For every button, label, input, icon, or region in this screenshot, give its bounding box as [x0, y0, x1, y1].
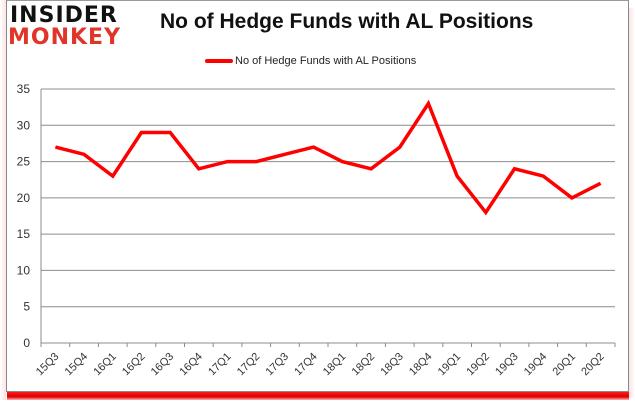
y-tick-label: 20	[17, 191, 31, 205]
x-tick-label: 19Q2	[464, 351, 492, 379]
y-tick-label: 10	[17, 263, 31, 277]
x-tick-label: 20Q2	[579, 351, 607, 379]
y-tick-label: 15	[17, 227, 31, 241]
legend-label: No of Hedge Funds with AL Positions	[235, 55, 417, 67]
x-tick-label: 18Q2	[350, 351, 378, 379]
y-tick-label: 0	[23, 336, 30, 350]
x-tick-label: 17Q4	[292, 351, 320, 379]
x-tick-label: 18Q4	[407, 351, 435, 379]
x-tick-label: 19Q4	[522, 351, 550, 379]
x-tick-label: 16Q3	[149, 351, 177, 379]
bottom-accent-bar	[7, 392, 629, 400]
x-tick-label: 15Q3	[34, 351, 62, 379]
y-tick-label: 35	[17, 82, 31, 96]
y-tick-label: 30	[17, 118, 31, 132]
x-tick-label: 19Q1	[436, 351, 464, 379]
chart-title: No of Hedge Funds with AL Positions	[160, 10, 534, 33]
x-tick-label: 16Q1	[91, 351, 119, 379]
x-tick-label: 16Q2	[120, 351, 148, 379]
frame-shadow-right	[629, 8, 635, 398]
logo-text-monkey: MONKEY	[8, 25, 122, 50]
data-series-line	[54, 99, 602, 216]
x-tick-label: 19Q3	[493, 351, 521, 379]
x-tick-label: 18Q1	[321, 351, 349, 379]
y-tick-label: 25	[17, 155, 31, 169]
legend-line-icon	[205, 59, 233, 63]
chart-legend: No of Hedge Funds with AL Positions	[205, 53, 416, 69]
x-tick-label: 17Q1	[206, 351, 234, 379]
chart-frame	[6, 0, 629, 392]
logo-text-insider: INSIDER	[10, 3, 118, 28]
x-tick-label: 17Q2	[235, 351, 263, 379]
insider-monkey-logo: INSIDER MONKEY	[8, 4, 148, 52]
y-tick-label: 5	[23, 300, 30, 314]
x-tick-label: 16Q4	[177, 351, 205, 379]
x-tick-label: 18Q3	[378, 351, 406, 379]
x-tick-label: 15Q4	[63, 351, 91, 379]
x-tick-label: 20Q1	[551, 351, 579, 379]
frame-shadow-left	[0, 0, 6, 400]
x-tick-label: 17Q3	[264, 351, 292, 379]
